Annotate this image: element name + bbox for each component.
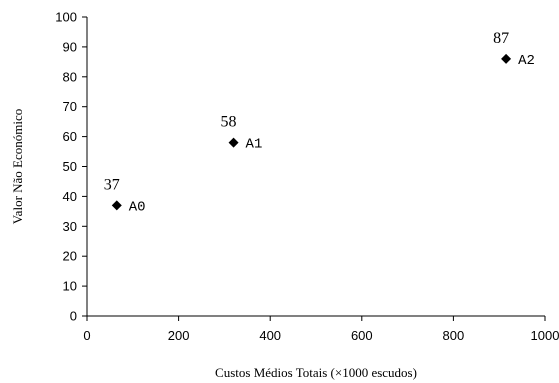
point-name-label-a0: A0	[129, 199, 146, 215]
point-marker-a2	[501, 53, 512, 64]
y-tick-label: 100	[55, 10, 77, 25]
x-axis-ticks: 0 200 400 600 800 1000	[83, 316, 559, 343]
y-tick-label: 50	[63, 159, 77, 174]
x-tick-label: 200	[168, 328, 190, 343]
point-marker-a0	[111, 200, 122, 211]
x-tick-label: 400	[259, 328, 281, 343]
y-tick-label: 90	[63, 39, 77, 54]
y-axis-ticks: 0 10 20 30 40 50 60 70 80 90 100	[55, 10, 87, 324]
y-tick-label: 30	[63, 219, 77, 234]
x-axis-title: Custos Médios Totais (×1000 escudos)	[215, 365, 417, 380]
data-value-label-a2: 87	[493, 30, 509, 47]
y-tick-label: 10	[63, 279, 77, 294]
y-tick-label: 60	[63, 129, 77, 144]
y-axis-title: Valor Não Económico	[10, 109, 25, 225]
y-tick-label: 40	[63, 189, 77, 204]
point-name-label-a1: A1	[246, 137, 263, 153]
x-tick-label: 0	[83, 328, 90, 343]
data-points: 37 A0 58 A1 87 A2	[104, 30, 535, 216]
y-tick-label: 0	[70, 309, 77, 324]
data-value-label-a1: 58	[221, 114, 237, 131]
x-tick-label: 1000	[531, 328, 559, 343]
y-tick-label: 80	[63, 69, 77, 84]
x-tick-label: 800	[443, 328, 465, 343]
x-tick-label: 600	[351, 328, 373, 343]
point-marker-a1	[228, 137, 239, 148]
y-tick-label: 70	[63, 99, 77, 114]
data-value-label-a0: 37	[104, 176, 120, 193]
point-name-label-a2: A2	[518, 53, 535, 69]
y-tick-label: 20	[63, 249, 77, 264]
